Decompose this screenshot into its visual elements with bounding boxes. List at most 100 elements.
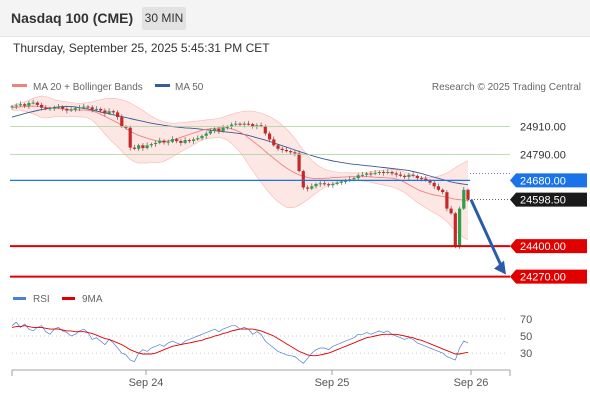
- candle: [204, 131, 208, 139]
- candle-body: [314, 184, 318, 187]
- level-label: 24790.00: [520, 150, 566, 162]
- candle: [251, 122, 255, 129]
- candle: [377, 170, 381, 175]
- candle: [196, 135, 200, 141]
- level-tag-bg: [510, 239, 587, 254]
- candle: [170, 136, 174, 144]
- candle-body: [382, 172, 386, 173]
- candle-body: [255, 125, 259, 127]
- bollinger-lower-line: [11, 109, 469, 241]
- candle-body: [445, 192, 449, 209]
- candle-body: [289, 151, 293, 153]
- candle: [289, 149, 293, 155]
- candle-body: [377, 172, 381, 173]
- candle: [390, 170, 394, 176]
- candle-body: [327, 184, 331, 186]
- candle: [187, 138, 191, 144]
- ma20-legend-swatch: [12, 84, 27, 87]
- candle-body: [103, 110, 107, 114]
- arrow-head: [494, 260, 506, 275]
- candle: [432, 180, 436, 190]
- candle-body: [35, 102, 39, 105]
- candle: [441, 188, 445, 195]
- candle-body: [432, 182, 436, 187]
- candle: [124, 125, 128, 130]
- candle: [436, 183, 440, 192]
- candle: [449, 205, 453, 215]
- candle-body: [73, 108, 77, 110]
- candle: [225, 125, 229, 130]
- candle: [230, 122, 234, 130]
- candle: [31, 99, 35, 105]
- candle: [179, 138, 183, 146]
- candle: [297, 150, 301, 173]
- candle-body: [386, 172, 390, 173]
- candle: [318, 181, 322, 187]
- candle-body: [407, 174, 411, 177]
- price-layer: [10, 95, 470, 249]
- candle-body: [56, 106, 60, 108]
- level-label: 24598.50: [520, 195, 566, 207]
- level-support: 24400.00: [10, 239, 587, 254]
- candle-body: [415, 175, 419, 179]
- candle: [166, 139, 170, 146]
- candle-body: [116, 112, 120, 118]
- rsi-legend-swatch: [13, 297, 26, 300]
- candle-body: [356, 175, 360, 179]
- candle-body: [44, 107, 48, 109]
- candle: [280, 146, 284, 153]
- rsi-line: [11, 321, 469, 364]
- time-axis-label: Sep 25: [315, 377, 350, 389]
- candle-body: [230, 124, 234, 127]
- candle: [94, 106, 98, 111]
- candle-body: [238, 123, 242, 125]
- level-tag-bg: [510, 173, 587, 188]
- candle: [82, 103, 86, 109]
- candle: [192, 137, 196, 144]
- candle: [107, 108, 111, 115]
- candle: [35, 101, 39, 107]
- candle-body: [453, 213, 457, 247]
- candle-body: [428, 180, 432, 183]
- candle-body: [259, 125, 263, 127]
- candle-body: [339, 181, 343, 183]
- candle-body: [263, 126, 267, 134]
- candle: [398, 171, 402, 178]
- candle-body: [322, 183, 326, 185]
- candle-body: [369, 173, 373, 175]
- candle-body: [200, 135, 204, 139]
- candle-body: [61, 106, 65, 109]
- candle-body: [141, 145, 145, 149]
- bollinger-band: [12, 96, 468, 240]
- candle-body: [40, 104, 44, 108]
- rsi-ma9-line: [11, 325, 469, 357]
- candle: [23, 102, 27, 108]
- candle: [145, 142, 149, 150]
- candle-body: [466, 189, 470, 200]
- ma50-legend-swatch: [155, 84, 170, 87]
- candle-body: [204, 133, 208, 136]
- instrument-title: Nasdaq 100 (CME): [11, 10, 134, 26]
- candle: [27, 100, 31, 109]
- candle-body: [335, 182, 339, 184]
- candle: [141, 143, 145, 151]
- candle: [78, 105, 82, 111]
- candle-body: [86, 106, 90, 108]
- candle-body: [52, 107, 56, 109]
- candle: [276, 143, 280, 151]
- candle: [14, 103, 18, 110]
- candle: [360, 172, 364, 177]
- candle: [314, 182, 318, 189]
- candle: [90, 105, 94, 113]
- candle-body: [137, 145, 141, 149]
- candle-body: [170, 139, 174, 142]
- candle: [445, 190, 449, 212]
- candle-body: [111, 111, 115, 113]
- candle-body: [158, 140, 162, 143]
- candle: [65, 106, 69, 114]
- timeframe-button[interactable]: 30 MIN: [142, 7, 186, 30]
- candle-body: [390, 172, 394, 174]
- candle: [246, 120, 250, 126]
- candle-body: [276, 145, 280, 149]
- candle-body: [18, 104, 22, 106]
